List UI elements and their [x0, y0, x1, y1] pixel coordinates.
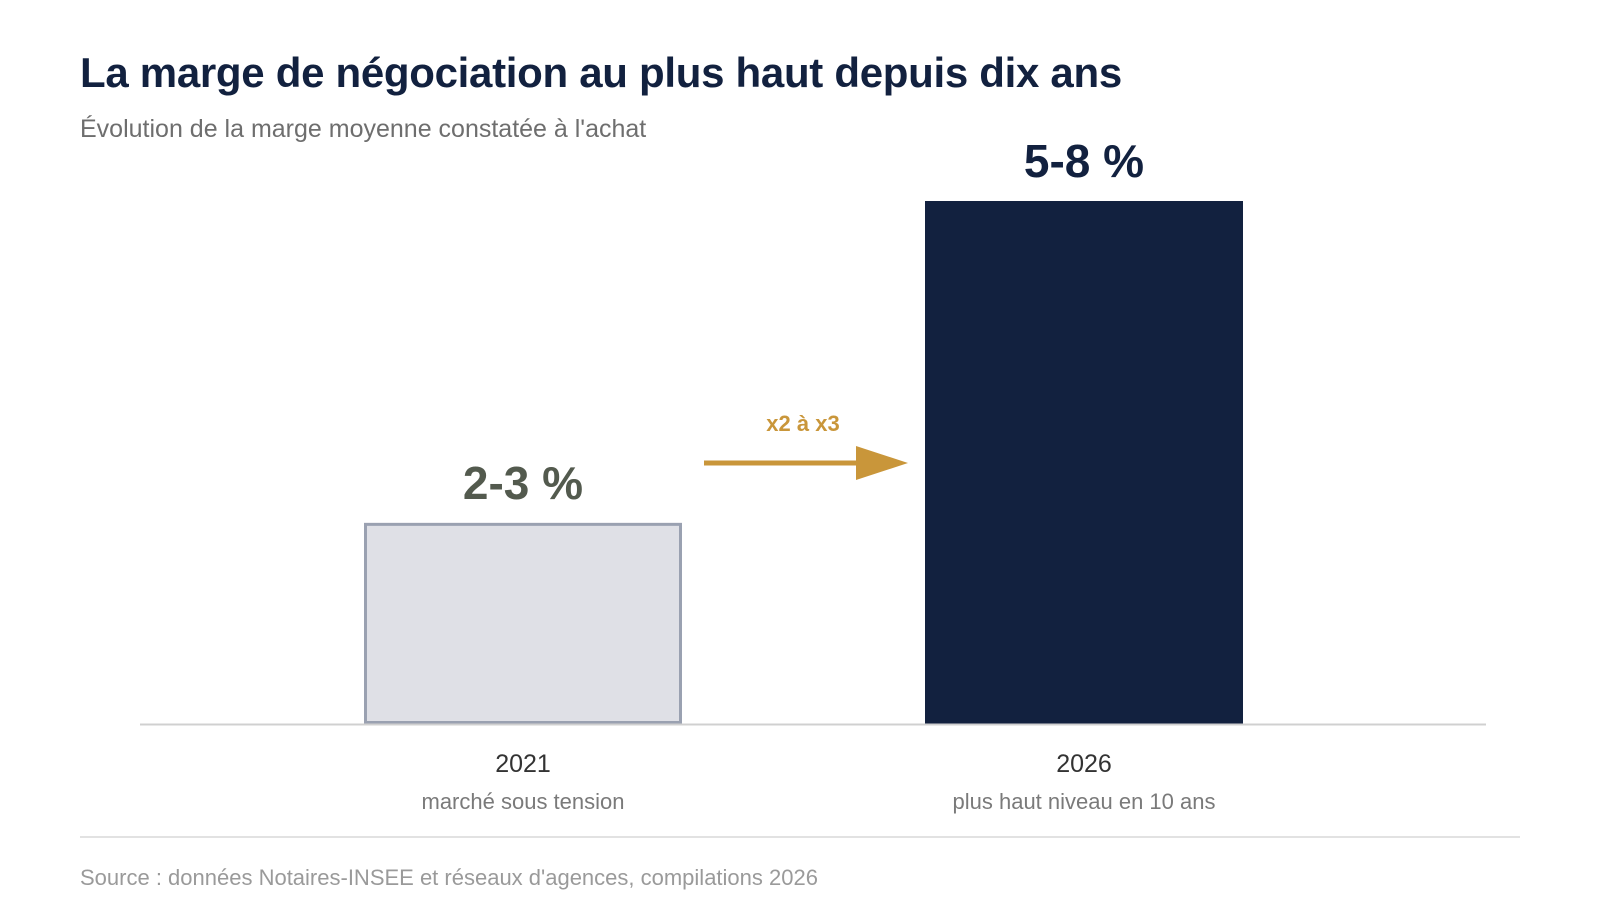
chart-title: La marge de négociation au plus haut dep…: [80, 49, 1122, 96]
growth-annotation-label: x2 à x3: [766, 411, 839, 436]
chart-subtitle: Évolution de la marge moyenne constatée …: [80, 115, 647, 143]
x-tick-sublabel-2021: marché sous tension: [422, 789, 625, 814]
bar-2021: [364, 522, 682, 724]
footer-divider: [80, 836, 1520, 838]
source-note: Source : données Notaires-INSEE et résea…: [80, 865, 818, 890]
bar-value-label-2021: 2-3 %: [463, 457, 583, 509]
x-tick-label-2026: 2026: [1056, 750, 1112, 778]
growth-arrow-head: [856, 446, 908, 480]
x-tick-sublabel-2026: plus haut niveau en 10 ans: [953, 789, 1216, 814]
bar-2026: [925, 201, 1243, 724]
bar-value-label-2026: 5-8 %: [1024, 135, 1144, 187]
x-tick-label-2021: 2021: [495, 750, 551, 778]
